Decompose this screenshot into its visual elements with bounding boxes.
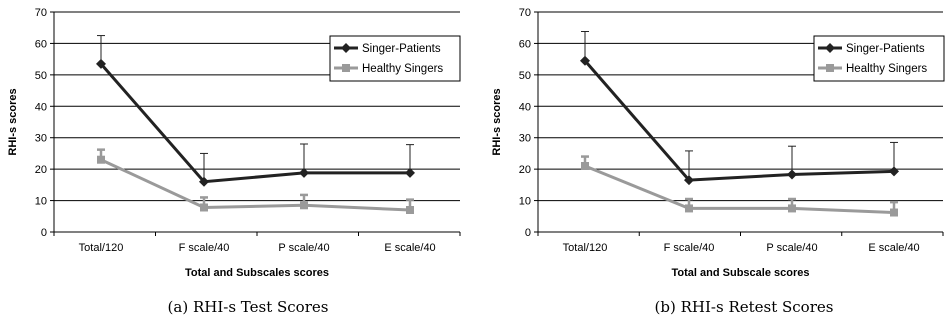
y-tick-label: 10 [35, 196, 47, 208]
y-tick-label: 0 [41, 227, 47, 239]
y-tick-label: 30 [35, 133, 47, 145]
x-tick-label: P scale/40 [278, 242, 329, 254]
series-line [100, 158, 411, 212]
data-point [405, 167, 415, 178]
figure-caption: (b) RHI-s Retest Scores [655, 298, 834, 316]
x-tick-label: P scale/40 [766, 242, 817, 254]
data-point [300, 201, 308, 210]
data-point [580, 55, 590, 66]
y-tick-label: 70 [519, 7, 531, 19]
chart-panel-b: 0 10 20 30 40 50 60 70 Total/120 F scale/40 P scal… [491, 7, 945, 316]
data-point [581, 162, 589, 170]
data-point [685, 204, 693, 213]
x-tick-label: E scale/40 [868, 242, 919, 254]
y-tick-label: 10 [519, 196, 531, 208]
series-line [99, 62, 410, 184]
data-point [96, 58, 106, 69]
legend-marker [825, 43, 835, 53]
y-tick-label: 30 [519, 133, 531, 145]
data-point [684, 175, 694, 186]
legend: Singer-Patients Healthy Singers [329, 35, 461, 82]
data-point [406, 206, 414, 214]
legend-marker [341, 43, 351, 53]
x-axis-label: Total and Subscales scores [185, 267, 329, 279]
x-tick-label: F scale/40 [664, 242, 715, 254]
data-point [199, 176, 209, 187]
legend: Singer-Patients Healthy Singers [813, 35, 945, 82]
legend-box [813, 35, 945, 82]
y-tick-label: 50 [519, 70, 531, 82]
y-tick-label: 40 [519, 101, 531, 113]
series-singer-patients [580, 30, 899, 186]
legend-label: Healthy Singers [362, 63, 443, 75]
x-axis-label: Total and Subscale scores [672, 267, 810, 279]
data-point [97, 155, 105, 164]
series-healthy-singers [97, 148, 414, 214]
series-singer-patients [96, 35, 415, 187]
data-point [299, 167, 309, 178]
series-line [583, 59, 895, 182]
y-tick-label: 40 [35, 101, 47, 113]
data-point [890, 208, 898, 217]
legend-label: Healthy Singers [846, 63, 927, 75]
x-tick-label: Total/120 [79, 242, 124, 254]
series-line [584, 164, 895, 215]
y-axis-label: RHI-s scores [7, 88, 19, 155]
figure-caption: (a) RHI-s Test Scores [168, 298, 329, 316]
y-tick-label: 20 [35, 164, 47, 176]
data-point [788, 204, 796, 213]
data-point [889, 166, 899, 177]
data-point [200, 203, 208, 212]
y-tick-label: 50 [35, 70, 47, 82]
legend-marker [826, 64, 834, 72]
x-tick-label: F scale/40 [179, 242, 230, 254]
x-tick-label: E scale/40 [384, 242, 435, 254]
y-tick-label: 60 [35, 38, 47, 50]
legend-label: Singer-Patients [362, 43, 441, 55]
y-tick-label: 60 [519, 38, 531, 50]
legend-box [329, 35, 461, 82]
data-point [787, 169, 797, 180]
x-tick-label: Total/120 [563, 242, 608, 254]
y-tick-label: 70 [35, 7, 47, 19]
series-healthy-singers [581, 155, 898, 217]
legend-label: Singer-Patients [846, 43, 925, 55]
y-tick-label: 20 [519, 164, 531, 176]
chart-panel-a: 0 10 20 30 40 50 60 70 Total/120 F scale/40 P scal… [7, 7, 461, 316]
y-tick-label: 0 [525, 227, 531, 239]
y-axis-label: RHI-s scores [491, 88, 503, 155]
legend-marker [342, 64, 350, 72]
